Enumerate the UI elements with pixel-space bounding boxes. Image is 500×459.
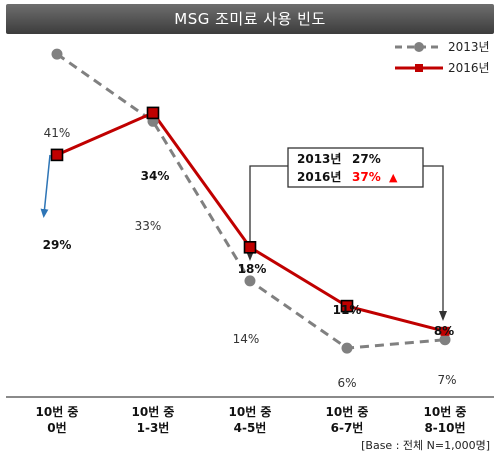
data-labels: 41% 33% 14% 6% 7% 29% 34% 18% 11% 8%: [43, 126, 457, 390]
legend: 2013년 2016년: [395, 40, 490, 75]
x-tick-sublabel-2: 4-5번: [234, 420, 267, 435]
x-tick-label-2: 10번 중: [229, 404, 272, 419]
annotation-arrows: [40, 154, 447, 321]
point-2016-4: [440, 326, 450, 336]
series-line-2013: [56, 52, 446, 350]
label-2016-1: 34%: [141, 169, 170, 183]
callout-label-2016: 2016년: [297, 170, 341, 184]
label-2016-0: 29%: [43, 238, 72, 252]
legend-marker-2013: [414, 42, 424, 52]
point-2016-3: [340, 299, 354, 313]
point-2016-0: [50, 148, 64, 162]
callout-value-2013: 27%: [352, 152, 381, 166]
callout-up-icon: ▲: [389, 171, 398, 184]
label-2016-4: 8%: [434, 324, 454, 338]
title-bar: MSG 조미료 사용 빈도: [6, 4, 494, 34]
label-2013-3: 6%: [337, 376, 356, 390]
base-note: [Base : 전체 N=1,000명]: [361, 439, 490, 452]
legend-label-2013: 2013년: [448, 40, 490, 54]
x-tick-sublabel-1: 1-3번: [137, 420, 170, 435]
x-tick-label-4: 10번 중: [424, 404, 467, 419]
label-2013-4: 7%: [437, 373, 456, 387]
label-2016-2: 18%: [238, 262, 267, 276]
series-line-2016: [56, 111, 446, 333]
x-tick-label-3: 10번 중: [326, 404, 369, 419]
label-2013-0: 41%: [44, 126, 71, 140]
callout-arrow-left: [246, 165, 288, 261]
x-tick-label-1: 10번 중: [132, 404, 175, 419]
point-2016-1: [146, 106, 160, 120]
point-2013-4: [439, 334, 451, 346]
x-tick-sublabel-0: 0번: [47, 420, 66, 435]
chart-title: MSG 조미료 사용 빈도: [174, 10, 326, 28]
point-2013-0: [51, 48, 63, 60]
callout-arrow-right: [423, 165, 447, 321]
x-tick-sublabel-4: 8-10번: [424, 420, 465, 435]
callout-value-2016: 37%: [352, 170, 381, 184]
label-2013-2: 14%: [233, 332, 260, 346]
point-2013-3: [341, 342, 353, 354]
legend-label-2016: 2016년: [448, 61, 490, 75]
x-tick-label-0: 10번 중: [36, 404, 79, 419]
legend-marker-2016: [415, 64, 423, 72]
callout-box: 2013년 27% 2016년 37% ▲: [287, 147, 424, 188]
x-tick-sublabel-3: 6-7번: [331, 420, 364, 435]
callout-label-2013: 2013년: [297, 152, 341, 166]
label-2013-1: 33%: [135, 219, 162, 233]
label-2016-3: 11%: [333, 303, 362, 317]
data-points: [50, 48, 451, 354]
point-2013-2: [244, 275, 256, 287]
series-lines: [56, 52, 446, 350]
point-2016-2: [243, 241, 257, 254]
change-arrow: [40, 154, 51, 218]
callout-frame: [287, 147, 424, 188]
